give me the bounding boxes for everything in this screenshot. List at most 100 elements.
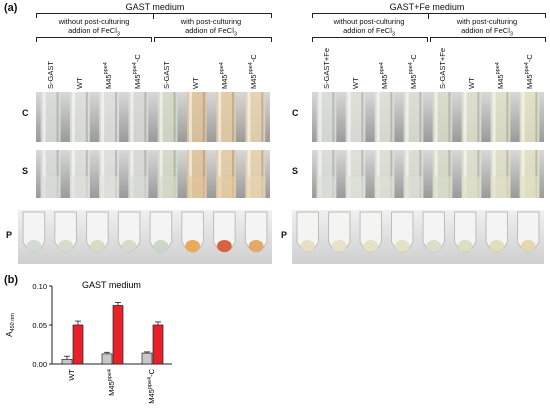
tube [461,150,482,198]
bar-chart: GAST medium 0.00 0.05 0.10 A450 nm WT M45ppe4 M… [5,280,172,404]
tube [359,211,382,253]
column-label-sup: ppe4 [248,62,254,75]
column-label-base: M45 [104,74,113,89]
group-right-sub-bracket-right [430,37,546,42]
x-tick-label: M45ppe4 [107,369,116,396]
column-label: S-GAST+Fe [438,48,447,89]
tube [345,92,366,142]
tube [422,211,445,253]
tube [296,211,319,253]
tube [54,211,77,253]
column-label-base: WT [467,77,476,89]
y-tick-label: 0.05 [32,321,47,330]
tube [432,150,453,198]
column-label: S-GAST [46,61,55,89]
column-label: S-GAST [162,61,171,89]
group-left-sub-right: with post-culturing addion of FeCl3 [180,17,242,37]
column-label-base: M45 [409,74,418,89]
bar [141,352,153,365]
tube [181,211,204,253]
column-label-base: WT [75,77,84,89]
group-left-sub-bracket-right [154,37,272,42]
group-right-title: GAST+Fe medium [389,2,465,12]
tube [519,92,540,142]
y-tick-label: 0.00 [32,360,47,369]
tube [490,92,511,142]
tube [99,92,120,142]
tube [454,211,477,253]
column-label: M45ppe4-C [248,54,258,89]
tube [244,211,268,253]
bar [72,324,84,365]
x-tick-label: M45ppe4-C [147,368,156,403]
column-label: S-GAST+Fe [322,48,331,89]
column-label: M45ppe4-C [132,54,142,89]
bar [61,358,73,365]
group-left-sub-bracket-left [36,37,152,42]
tube [40,92,61,142]
column-label: M45ppe4 [379,62,389,89]
column-label-base: M45 [525,74,534,89]
tube [328,211,351,253]
tube [316,92,337,142]
tube [86,211,109,253]
column-label-suffix: -C [409,54,418,63]
tube [432,92,453,142]
tube [69,150,90,198]
tube [403,92,424,142]
tube [490,150,511,198]
tube [245,92,266,142]
tube [186,92,207,142]
row-label-c-left: C [22,108,29,118]
column-label-base: WT [351,77,360,89]
tube [128,150,149,198]
group-right-sub-left: without post-culturing addion of FeCl3 [333,17,405,37]
tube [216,150,237,198]
group-right-sub-bracket-left [312,37,428,42]
group-left-bracket [36,13,272,18]
column-label-sup: ppe4 [132,62,138,75]
tube [391,211,414,253]
column-label-base: S-GAST+Fe [322,47,331,89]
column-label-sup: ppe4 [524,62,530,75]
tube [157,92,178,142]
column-label-base: S-GAST [162,61,171,89]
column-label: M45ppe4 [103,62,113,89]
tube-photo-p-right [292,210,544,264]
column-label-base: WT [191,77,200,89]
column-label: M45ppe4 [495,62,505,89]
tube [374,150,395,198]
column-label-suffix: -C [133,54,142,63]
tube [519,150,540,198]
x-tick-label: WT [67,369,76,381]
tube-photo-s-left [36,150,270,198]
column-label-base: S-GAST [46,61,55,89]
row-label-p-left: P [6,230,13,240]
column-label: WT [467,77,476,89]
tube-photo-s-right [312,150,544,198]
column-label: WT [75,77,84,89]
column-label-base: M45 [249,74,258,89]
column-label-base: M45 [133,74,142,89]
column-label-sup: ppe4 [103,62,109,75]
tube [461,92,482,142]
tube [149,211,173,253]
column-label-base: S-GAST+Fe [438,47,447,89]
tube [157,150,178,198]
tube [128,92,149,142]
tube [99,150,120,198]
bar [101,353,113,365]
row-label-s-left: S [22,166,29,176]
row-label-s-right: S [292,166,299,176]
group-left-title: GAST medium [125,2,185,12]
tube [117,211,141,253]
tube [186,150,207,198]
column-label: WT [351,77,360,89]
y-axis-label: A450 nm [5,313,16,337]
tube [245,150,266,198]
tube-photo-c-right [312,92,544,142]
chart-title: GAST medium [82,280,141,290]
tube [213,211,236,253]
tube [345,150,366,198]
tube [40,150,61,198]
